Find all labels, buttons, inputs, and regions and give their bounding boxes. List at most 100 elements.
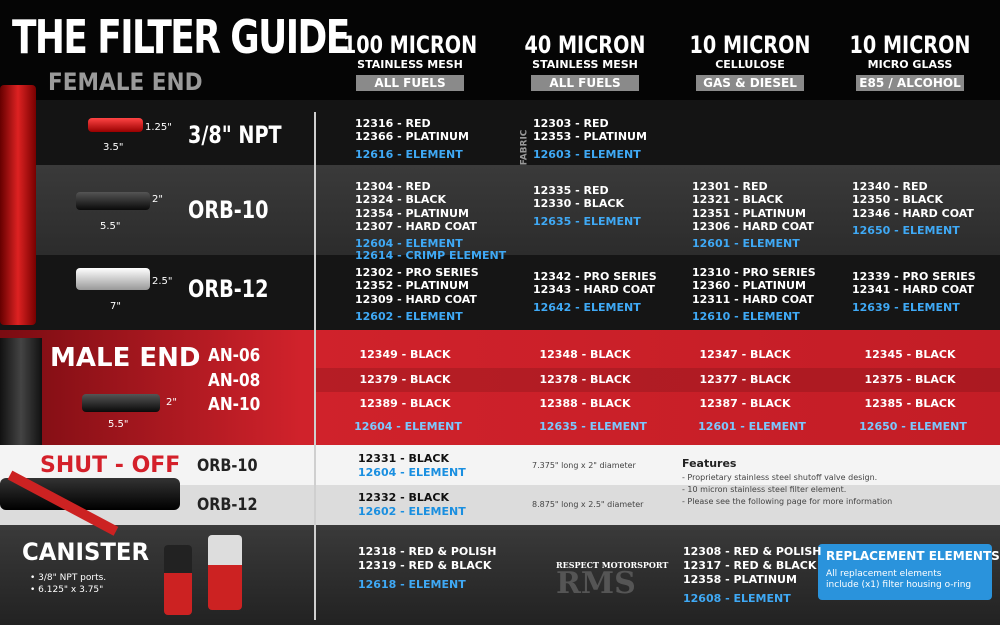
column-fuel: GAS & DIESEL: [696, 75, 804, 91]
part-number: 12388 - BLACK: [539, 397, 631, 410]
part-number: 12306 - HARD COAT: [692, 219, 814, 233]
spec: • 3/8" NPT ports.: [30, 573, 107, 583]
subtitle: FEMALE END: [48, 68, 203, 96]
fitting-label: AN-08: [208, 370, 261, 391]
part-number: 12319 - RED & BLACK: [358, 559, 492, 572]
part-number: 12351 - PLATINUM: [692, 206, 806, 220]
part-number: 12378 - BLACK: [539, 373, 631, 386]
column-media: STAINLESS MESH: [357, 58, 463, 71]
part-number: 12387 - BLACK: [699, 397, 791, 410]
fitting-label: ORB-10: [188, 196, 269, 224]
element-number: 12639 - ELEMENT: [852, 300, 960, 314]
section-title: CANISTER: [22, 538, 150, 566]
feature-item: - Proprietary stainless steel shutoff va…: [682, 473, 878, 482]
part-number: 12375 - BLACK: [864, 373, 956, 386]
logo-mark: RMS: [556, 566, 636, 601]
divider: [314, 112, 316, 620]
filter-icon: [88, 118, 143, 132]
row-band: [0, 165, 1000, 255]
column-media: MICRO GLASS: [867, 58, 953, 71]
element-number: 12614 - CRIMP ELEMENT: [355, 249, 507, 263]
part-number: 12360 - PLATINUM: [692, 279, 806, 293]
fitting-label: 3/8" NPT: [188, 121, 282, 149]
replacement-title: REPLACEMENT ELEMENTS: [826, 549, 1000, 563]
part-number: 12346 - HARD COAT: [852, 206, 974, 220]
fitting-label: ORB-12: [188, 275, 269, 303]
part-number: 12304 - RED: [355, 180, 431, 193]
filter-icon: [82, 394, 160, 412]
column-fuel: ALL FUELS: [356, 75, 464, 91]
part-number: 12379 - BLACK: [359, 373, 451, 386]
title: THE FILTER GUIDE: [12, 10, 350, 64]
part-number: 12310 - PRO SERIES: [692, 266, 816, 279]
part-number: 12347 - BLACK: [699, 348, 791, 361]
part-number: 12366 - PLATINUM: [355, 130, 469, 144]
part-number: 12335 - RED: [533, 184, 609, 197]
part-number: 12301 - RED: [692, 180, 768, 193]
part-number: 12330 - BLACK: [533, 197, 624, 211]
canister-icon: [208, 535, 242, 610]
spec: • 6.125" x 3.75": [30, 585, 104, 595]
part-number: 12350 - BLACK: [852, 193, 943, 207]
dimension: 5.5": [100, 221, 121, 232]
part-number: 12324 - BLACK: [355, 193, 446, 207]
part-number: 12389 - BLACK: [359, 397, 451, 410]
part-number: 12352 - PLATINUM: [355, 279, 469, 293]
part-number: 12321 - BLACK: [692, 193, 783, 207]
part-number: 12332 - BLACK: [358, 491, 449, 504]
column-fuel: ALL FUELS: [531, 75, 639, 91]
fitting-label: AN-10: [208, 394, 261, 415]
part-number: 12340 - RED: [852, 180, 928, 193]
part-number: 12318 - RED & POLISH: [358, 545, 497, 558]
part-number: 12343 - HARD COAT: [533, 283, 655, 297]
replacement-text: All replacement elements: [826, 569, 942, 579]
filter-icon: [76, 192, 150, 210]
row-band: [0, 255, 1000, 330]
element-number: 12603 - ELEMENT: [533, 147, 641, 161]
replacement-text: include (x1) filter housing o-ring: [826, 580, 972, 590]
section-title: SHUT - OFF: [40, 453, 181, 478]
column-title: 40 MICRON: [524, 31, 646, 59]
column-media: STAINLESS MESH: [532, 58, 638, 71]
dimension: 2.5": [152, 276, 173, 287]
header-band: [0, 0, 1000, 100]
row-band: [0, 100, 1000, 165]
part-number: 12353 - PLATINUM: [533, 130, 647, 144]
part-number: 12358 - PLATINUM: [683, 573, 797, 586]
male-stripe: [315, 368, 1000, 392]
element-number: 12616 - ELEMENT: [355, 147, 463, 161]
feature-item: - 10 micron stainless steel filter eleme…: [682, 485, 847, 494]
element-number: 12604 - ELEMENT: [358, 466, 466, 479]
element-number: 12650 - ELEMENT: [852, 223, 960, 237]
column-fuel: E85 / ALCOHOL: [856, 75, 964, 91]
part-number: 12348 - BLACK: [539, 348, 631, 361]
size: 8.875" long x 2.5" diameter: [532, 500, 644, 509]
section-title: MALE END: [50, 343, 201, 373]
part-number: 12349 - BLACK: [359, 348, 451, 361]
features-title: Features: [682, 457, 737, 470]
part-number: 12303 - RED: [533, 117, 609, 130]
dimension: 3.5": [103, 142, 124, 153]
column-media: CELLULOSE: [715, 58, 785, 71]
part-number: 12307 - HARD COAT: [355, 219, 477, 233]
canister-icon: [164, 545, 192, 615]
part-number: 12339 - PRO SERIES: [852, 270, 976, 283]
element-number: 12601 - ELEMENT: [698, 420, 806, 433]
dimension: 2": [166, 397, 177, 408]
fitting-label: ORB-10: [197, 456, 258, 476]
part-number: 12377 - BLACK: [699, 373, 791, 386]
element-number: 12604 - ELEMENT: [354, 420, 462, 433]
filter-icon: [76, 268, 150, 290]
fitting-label: ORB-12: [197, 495, 258, 515]
dimension: 5.5": [108, 419, 129, 430]
part-number: 12345 - BLACK: [864, 348, 956, 361]
side-note: FABRIC: [519, 129, 530, 166]
column-title: 100 MICRON: [342, 31, 478, 59]
part-number: 12317 - RED & BLACK: [683, 559, 817, 572]
column-title: 10 MICRON: [849, 31, 971, 59]
dimension: 1.25": [145, 122, 172, 133]
red-filter-body: [0, 85, 36, 325]
male-band: [0, 330, 1000, 445]
element-number: 12601 - ELEMENT: [692, 237, 800, 251]
